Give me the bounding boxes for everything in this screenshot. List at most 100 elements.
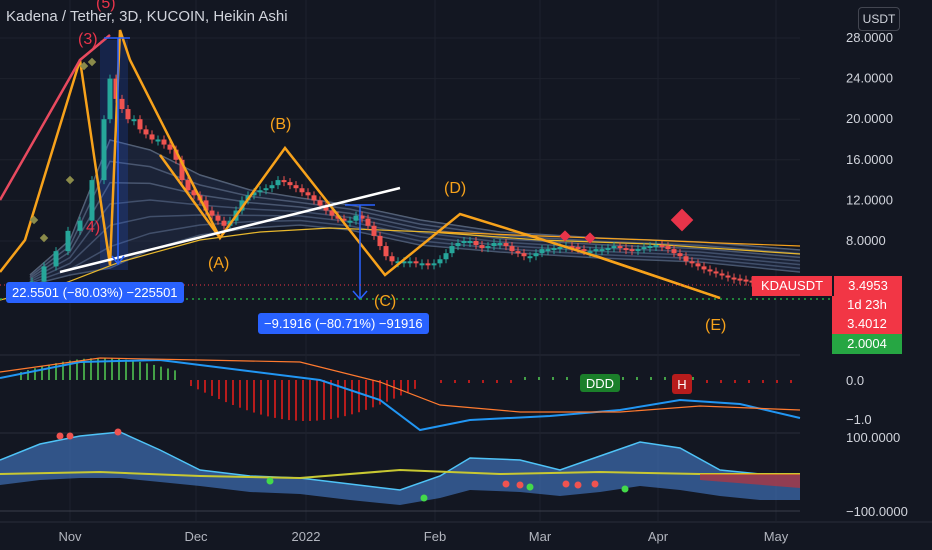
candle-body <box>503 243 509 247</box>
candle-body <box>419 263 425 266</box>
candle-body <box>479 245 485 249</box>
candle-body <box>293 185 299 189</box>
candle-body <box>341 218 347 221</box>
macd-hist-bar <box>622 377 624 380</box>
time-tick-label: Mar <box>529 529 552 544</box>
price-tick-label: 8.0000 <box>846 233 886 248</box>
target-price-tag: 2.0004 <box>832 334 902 354</box>
h-badge-bg <box>672 374 692 394</box>
candle-body <box>635 249 641 252</box>
candle-body <box>491 243 497 247</box>
ma-yellow-line <box>0 227 801 301</box>
ddd-badge-bg <box>580 374 620 392</box>
macd-hist-bar <box>97 358 99 380</box>
macd-hist-bar <box>692 377 694 380</box>
last-price-tag: 3.4953 <box>834 276 902 296</box>
macd-hist-bar <box>748 380 750 383</box>
candle-body <box>605 248 611 251</box>
osc-dot-red <box>56 432 64 440</box>
macd-hist-bar <box>309 380 311 421</box>
candle-body <box>299 188 305 193</box>
macd-hist-bar <box>524 377 526 380</box>
candle-body <box>713 271 719 274</box>
macd-hist-bar <box>288 380 290 421</box>
candle-body <box>437 259 443 264</box>
candle-body <box>737 278 743 281</box>
macd-hist-bar <box>330 380 332 419</box>
symbol-tag: KDAUSDT <box>752 276 832 296</box>
wave-label: (B) <box>270 116 291 133</box>
candle-body <box>647 246 653 249</box>
candle-body <box>707 269 713 272</box>
macd-hist-bar <box>41 366 43 380</box>
osc-dot-red <box>574 481 582 489</box>
candle-body <box>623 248 629 251</box>
macd-hist-bar <box>295 380 297 421</box>
candle-body <box>545 249 551 252</box>
low-price-tag: 3.4012 <box>832 314 902 334</box>
elliott-wave-segment <box>595 254 721 300</box>
candle-body <box>395 261 401 264</box>
macd-hist-bar <box>267 380 269 417</box>
osc-dot-green <box>420 494 428 502</box>
candle-body <box>323 205 329 211</box>
macd-hist-bar <box>34 368 36 380</box>
candle-body <box>113 78 119 99</box>
chart-title: Kadena / Tether, 3D, KUCOIN, Heikin Ashi <box>6 8 288 25</box>
macd-hist-bar <box>146 363 148 380</box>
candle-body <box>473 241 479 246</box>
macd-hist-bar <box>160 366 162 380</box>
candle-body <box>221 220 227 226</box>
macd-hist-bar <box>225 380 227 403</box>
candle-body <box>683 256 689 262</box>
macd-hist-bar <box>20 372 22 380</box>
candle-body <box>287 182 293 186</box>
candle-body <box>269 185 275 189</box>
price-tick-label: 20.0000 <box>846 111 893 126</box>
macd-hist-bar <box>482 380 484 383</box>
candle-body <box>593 249 599 252</box>
candle-body <box>401 261 407 264</box>
macd-hist-bar <box>204 380 206 393</box>
candle-body <box>431 263 437 266</box>
candle-body <box>377 235 383 247</box>
macd-hist-bar <box>76 359 78 380</box>
candle-body <box>179 159 185 181</box>
candle-body <box>575 247 581 250</box>
candle-body <box>743 279 749 282</box>
measure-label-second: −9.1916 (−80.71%) −91916 <box>258 313 429 334</box>
candle-body <box>455 243 461 247</box>
candle-body <box>521 253 527 257</box>
macd-hist-bar <box>90 358 92 380</box>
macd-hist-bar <box>379 380 381 405</box>
candle-body <box>425 263 431 266</box>
candle-body <box>125 109 131 120</box>
macd-hist-bar <box>55 363 57 380</box>
candle-body <box>101 119 107 181</box>
candle-body <box>89 180 95 221</box>
ma-ribbon-line <box>29 214 801 283</box>
candle-body <box>41 266 47 282</box>
candle-body <box>275 180 281 186</box>
macd-hist-bar <box>393 380 395 399</box>
wave-label: (E) <box>705 317 726 334</box>
macd-hist-bar <box>118 358 120 380</box>
osc-axis-label: 100.0000 <box>846 430 900 445</box>
macd-hist-bar <box>323 380 325 420</box>
osc-dot-green <box>266 477 274 485</box>
candle-body <box>527 256 533 259</box>
time-tick-label: May <box>764 529 789 544</box>
macd-hist-bar <box>337 380 339 418</box>
macd-hist-bar <box>190 380 192 386</box>
macd-hist-bar <box>414 380 416 389</box>
candle-body <box>65 230 71 252</box>
candle-body <box>185 180 191 191</box>
candle-body <box>701 266 707 270</box>
macd-hist-bar <box>664 377 666 380</box>
osc-dot-red <box>562 480 570 488</box>
macd-hist-bar <box>454 380 456 383</box>
macd-hist-bar <box>174 370 176 380</box>
candle-body <box>533 253 539 257</box>
currency-button[interactable]: USDT <box>858 7 900 31</box>
